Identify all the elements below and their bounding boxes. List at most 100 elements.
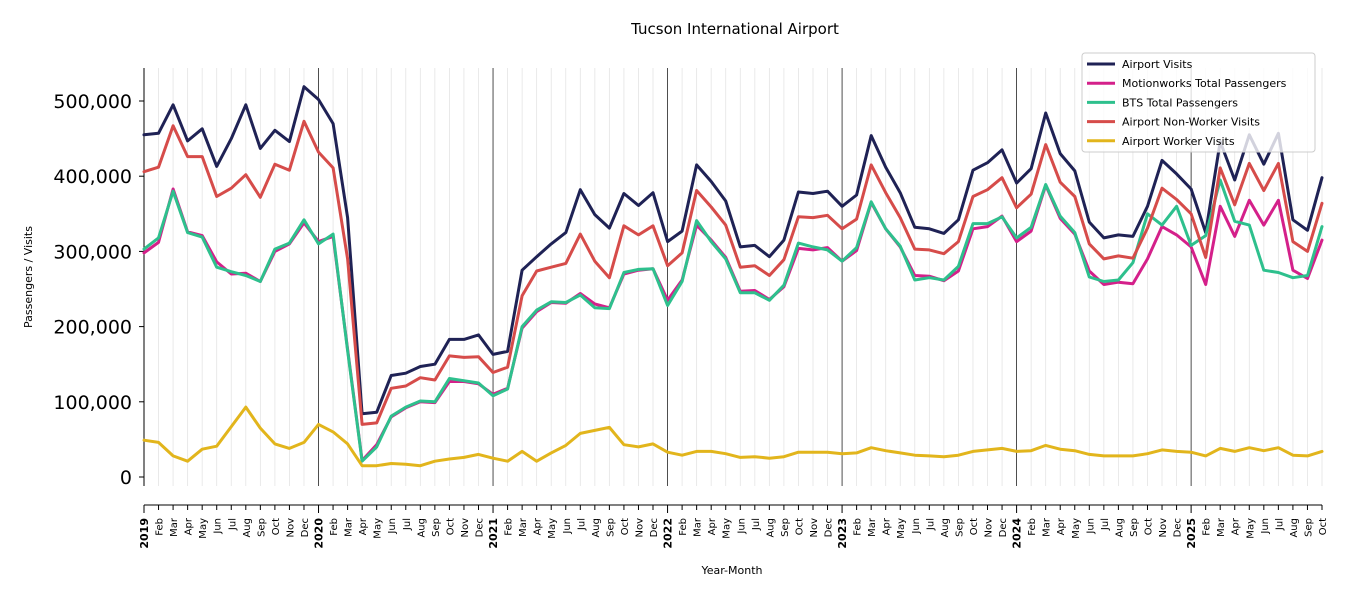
x-tick-label-month: Feb xyxy=(504,518,515,536)
y-tick-label: 500,000 xyxy=(53,91,132,113)
x-tick-label-month: Oct xyxy=(1318,518,1329,535)
x-tick-label-month: Jul xyxy=(925,518,936,531)
x-tick-label-month: Feb xyxy=(1027,518,1038,536)
x-tick-label-month: Sep xyxy=(780,518,791,537)
y-tick-label: 0 xyxy=(120,467,132,489)
x-tick-label-month: Feb xyxy=(678,518,689,536)
legend-label: Motionworks Total Passengers xyxy=(1122,77,1287,90)
lines-layer xyxy=(142,85,1324,468)
x-tick-label-year: 2024 xyxy=(1011,518,1024,549)
x-tick-label-year: 2023 xyxy=(836,518,849,549)
x-tick-label-month: Aug xyxy=(416,518,427,538)
x-tick-label-month: Aug xyxy=(591,518,602,538)
x-tick-label-month: Nov xyxy=(285,518,296,538)
x-tick-label-year: 2019 xyxy=(138,518,151,549)
x-tick-label-month: Mar xyxy=(1216,517,1227,537)
y-axis-label: Passengers / Visits xyxy=(22,226,35,328)
x-tick-label-month: Aug xyxy=(940,518,951,538)
x-tick-label-month: Jun xyxy=(911,518,922,535)
x-tick-label-month: Jul xyxy=(227,518,238,531)
x-tick-label-month: Mar xyxy=(518,517,529,537)
y-tick-label: 100,000 xyxy=(53,392,132,414)
x-tick-label-month: Jul xyxy=(1274,518,1285,531)
x-tick-label-month: Sep xyxy=(1129,518,1140,537)
grid-layer xyxy=(143,68,1323,486)
x-tick-label-year: 2025 xyxy=(1185,518,1198,549)
x-tick-label-month: Jun xyxy=(1260,518,1271,535)
x-tick-label-month: Oct xyxy=(445,518,456,535)
x-tick-label-month: Apr xyxy=(1056,517,1067,535)
x-tick-label-month: Mar xyxy=(169,517,180,537)
x-tick-label-month: Jun xyxy=(736,518,747,535)
x-tick-label-month: Feb xyxy=(155,518,166,536)
x-tick-label-month: Jun xyxy=(562,518,573,535)
x-tick-label-month: Nov xyxy=(1158,518,1169,538)
x-tick-label-month: Jul xyxy=(402,518,413,531)
x-tick-label-month: Oct xyxy=(271,518,282,535)
x-tick-label-month: Dec xyxy=(474,518,485,537)
x-tick-label-month: Jul xyxy=(1100,518,1111,531)
x-tick-label-month: Sep xyxy=(954,518,965,537)
x-tick-label-year: 2021 xyxy=(487,518,500,549)
x-tick-label-month: Nov xyxy=(809,518,820,538)
y-tick-label: 400,000 xyxy=(53,166,132,188)
x-tick-label-month: Sep xyxy=(1303,518,1314,537)
x-tick-label-month: Dec xyxy=(998,518,1009,537)
x-tick-label-month: Aug xyxy=(1289,518,1300,538)
x-tick-label-month: Nov xyxy=(460,518,471,538)
x-tick-label-year: 2020 xyxy=(313,518,326,549)
x-tick-label-month: Oct xyxy=(969,518,980,535)
x-tick-label-month: Dec xyxy=(1173,518,1184,537)
x-tick-label-month: Apr xyxy=(358,517,369,535)
x-tick-label-month: Jul xyxy=(751,518,762,531)
x-tick-label-month: May xyxy=(198,518,209,539)
x-tick-label-month: May xyxy=(722,518,733,539)
x-tick-label-month: May xyxy=(373,518,384,539)
series-line-airport-non-worker-visits xyxy=(142,119,1324,426)
x-tick-label-month: Mar xyxy=(693,517,704,537)
x-tick-label-month: Oct xyxy=(794,518,805,535)
chart-title: Tucson International Airport xyxy=(630,20,839,38)
x-tick-label-month: Aug xyxy=(765,518,776,538)
x-tick-label-month: Apr xyxy=(1231,517,1242,535)
x-tick-label-month: Mar xyxy=(1042,517,1053,537)
x-tick-label-month: Oct xyxy=(1143,518,1154,535)
x-tick-label-month: Sep xyxy=(256,518,267,537)
x-tick-label-month: Dec xyxy=(824,518,835,537)
x-tick-label-month: Feb xyxy=(329,518,340,536)
x-tick-label-month: Mar xyxy=(867,517,878,537)
x-tick-label-month: Jun xyxy=(387,518,398,535)
x-tick-label-month: Feb xyxy=(1202,518,1213,536)
x-tick-label-month: Sep xyxy=(605,518,616,537)
x-tick-label-month: Apr xyxy=(184,517,195,535)
x-tick-label-month: Dec xyxy=(649,518,660,537)
x-tick-label-month: Sep xyxy=(431,518,442,537)
x-tick-label-month: Mar xyxy=(344,517,355,537)
x-tick-label-month: Jun xyxy=(1085,518,1096,535)
x-tick-label-month: Feb xyxy=(853,518,864,536)
series-line-bts-total-passengers xyxy=(142,178,1324,463)
x-tick-label-month: Dec xyxy=(300,518,311,537)
x-tick-label-month: Apr xyxy=(707,517,718,535)
x-tick-label-month: Jul xyxy=(576,518,587,531)
legend-label: Airport Visits xyxy=(1122,58,1193,71)
y-tick-label: 300,000 xyxy=(53,241,132,263)
x-tick-label-month: Oct xyxy=(620,518,631,535)
x-tick-label-month: Aug xyxy=(242,518,253,538)
x-tick-label-month: May xyxy=(1071,518,1082,539)
x-tick-label-month: May xyxy=(896,518,907,539)
y-tick-label: 200,000 xyxy=(53,317,132,339)
x-tick-label-month: Nov xyxy=(634,518,645,538)
x-tick-label-month: Apr xyxy=(533,517,544,535)
x-tick-label-month: May xyxy=(1245,518,1256,539)
x-tick-label-month: Aug xyxy=(1114,518,1125,538)
x-tick-label-month: Jun xyxy=(213,518,224,535)
legend-label: Airport Non-Worker Visits xyxy=(1122,116,1260,129)
legend-label: BTS Total Passengers xyxy=(1122,96,1238,109)
series-line-airport-visits xyxy=(142,85,1324,416)
x-tick-label-year: 2022 xyxy=(662,518,675,549)
legend: Airport Visits Motionworks Total Passenge… xyxy=(1081,52,1316,153)
x-tick-label-month: Apr xyxy=(882,517,893,535)
